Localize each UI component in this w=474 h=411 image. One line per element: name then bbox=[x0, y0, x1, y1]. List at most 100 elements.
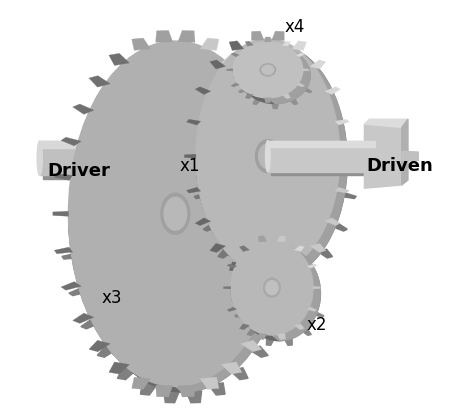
Polygon shape bbox=[237, 84, 251, 95]
Polygon shape bbox=[240, 76, 262, 87]
Polygon shape bbox=[207, 219, 221, 239]
Polygon shape bbox=[298, 251, 311, 264]
Polygon shape bbox=[268, 97, 284, 104]
Polygon shape bbox=[254, 330, 270, 339]
Ellipse shape bbox=[240, 48, 310, 104]
Polygon shape bbox=[294, 324, 304, 330]
Polygon shape bbox=[213, 233, 228, 250]
Polygon shape bbox=[97, 346, 117, 357]
Polygon shape bbox=[282, 196, 290, 219]
Polygon shape bbox=[315, 233, 329, 250]
Polygon shape bbox=[195, 218, 211, 226]
Polygon shape bbox=[187, 383, 205, 391]
Polygon shape bbox=[290, 325, 305, 336]
Polygon shape bbox=[272, 31, 284, 41]
Polygon shape bbox=[155, 385, 173, 397]
Polygon shape bbox=[104, 342, 120, 359]
Polygon shape bbox=[282, 211, 298, 216]
Polygon shape bbox=[61, 137, 81, 146]
Polygon shape bbox=[247, 85, 262, 104]
Polygon shape bbox=[298, 56, 309, 68]
Polygon shape bbox=[298, 255, 314, 268]
Polygon shape bbox=[262, 300, 275, 321]
Polygon shape bbox=[328, 93, 341, 113]
Polygon shape bbox=[292, 262, 307, 272]
Polygon shape bbox=[288, 263, 305, 274]
Polygon shape bbox=[40, 141, 175, 175]
Polygon shape bbox=[219, 363, 236, 377]
Polygon shape bbox=[290, 99, 297, 104]
Polygon shape bbox=[266, 339, 274, 345]
Polygon shape bbox=[335, 187, 349, 193]
Polygon shape bbox=[53, 211, 68, 216]
Polygon shape bbox=[277, 160, 287, 184]
Polygon shape bbox=[270, 282, 290, 290]
Polygon shape bbox=[96, 329, 111, 348]
Polygon shape bbox=[255, 315, 269, 335]
Polygon shape bbox=[328, 205, 341, 225]
Polygon shape bbox=[125, 151, 179, 172]
Polygon shape bbox=[243, 90, 258, 100]
Polygon shape bbox=[200, 377, 219, 389]
Polygon shape bbox=[109, 362, 129, 374]
Polygon shape bbox=[40, 141, 175, 148]
Polygon shape bbox=[302, 330, 311, 335]
Ellipse shape bbox=[37, 141, 42, 175]
Polygon shape bbox=[272, 104, 278, 109]
Polygon shape bbox=[273, 267, 284, 290]
Polygon shape bbox=[209, 383, 225, 395]
Polygon shape bbox=[286, 253, 303, 259]
Polygon shape bbox=[283, 41, 291, 46]
Polygon shape bbox=[264, 98, 271, 103]
Polygon shape bbox=[281, 330, 297, 339]
Ellipse shape bbox=[266, 281, 278, 295]
Polygon shape bbox=[247, 330, 256, 335]
Polygon shape bbox=[238, 263, 255, 274]
Polygon shape bbox=[194, 193, 208, 199]
Ellipse shape bbox=[164, 197, 187, 230]
Polygon shape bbox=[239, 89, 246, 92]
Polygon shape bbox=[304, 258, 316, 273]
Polygon shape bbox=[303, 69, 309, 71]
Polygon shape bbox=[239, 246, 249, 252]
Ellipse shape bbox=[201, 48, 334, 264]
Polygon shape bbox=[280, 232, 289, 255]
Polygon shape bbox=[318, 249, 332, 258]
Polygon shape bbox=[164, 391, 179, 403]
Polygon shape bbox=[187, 187, 201, 193]
Polygon shape bbox=[209, 372, 226, 383]
Polygon shape bbox=[285, 339, 292, 345]
Polygon shape bbox=[333, 108, 344, 129]
Polygon shape bbox=[290, 245, 305, 256]
Polygon shape bbox=[292, 41, 307, 51]
Polygon shape bbox=[322, 79, 336, 99]
Polygon shape bbox=[277, 236, 285, 242]
Polygon shape bbox=[250, 94, 266, 103]
Polygon shape bbox=[187, 119, 201, 125]
Polygon shape bbox=[198, 378, 216, 388]
Polygon shape bbox=[292, 50, 305, 62]
Polygon shape bbox=[298, 317, 311, 330]
Polygon shape bbox=[71, 249, 81, 273]
Polygon shape bbox=[251, 31, 264, 41]
Polygon shape bbox=[272, 272, 284, 281]
Ellipse shape bbox=[255, 140, 280, 173]
Polygon shape bbox=[307, 245, 322, 261]
Polygon shape bbox=[196, 156, 204, 179]
Polygon shape bbox=[238, 74, 254, 91]
Polygon shape bbox=[229, 353, 246, 369]
Polygon shape bbox=[307, 307, 317, 312]
Polygon shape bbox=[301, 62, 310, 76]
Polygon shape bbox=[273, 143, 284, 166]
Polygon shape bbox=[89, 340, 110, 352]
Polygon shape bbox=[229, 255, 246, 268]
Polygon shape bbox=[263, 334, 279, 341]
Polygon shape bbox=[264, 319, 284, 329]
Polygon shape bbox=[89, 315, 103, 335]
Polygon shape bbox=[264, 37, 271, 42]
Polygon shape bbox=[325, 87, 340, 95]
Polygon shape bbox=[315, 68, 329, 85]
Text: Driver: Driver bbox=[47, 162, 110, 180]
Polygon shape bbox=[68, 214, 76, 238]
Polygon shape bbox=[231, 83, 239, 87]
